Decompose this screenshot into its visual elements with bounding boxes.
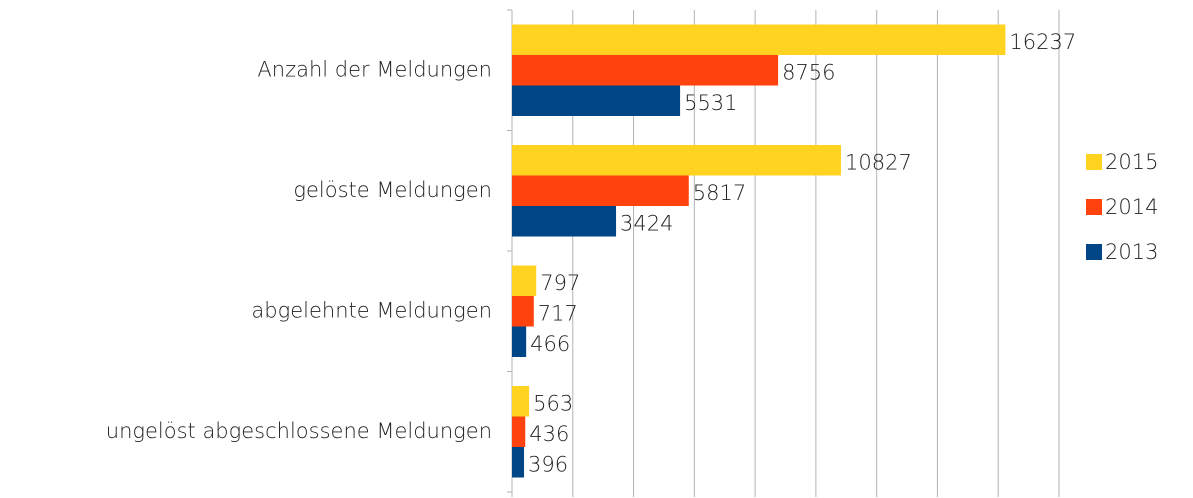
value-label: 563 (533, 391, 573, 415)
legend-swatch (1086, 199, 1102, 215)
bar (512, 326, 527, 357)
bar (512, 265, 537, 296)
legend-label: 2014 (1105, 195, 1158, 219)
bar (512, 55, 779, 86)
value-label: 436 (529, 422, 569, 446)
bar (512, 85, 681, 116)
category-label: gelöste Meldungen (293, 178, 492, 202)
category-label: abgelehnte Meldungen (251, 298, 492, 322)
legend-label: 2013 (1105, 240, 1158, 264)
bar (512, 386, 530, 417)
bar (512, 296, 534, 327)
bar (512, 416, 526, 447)
legend-label: 2015 (1105, 150, 1158, 174)
value-label: 10827 (845, 150, 912, 174)
bar (512, 206, 617, 237)
value-label: 8756 (782, 60, 835, 84)
value-label: 466 (530, 332, 570, 356)
value-label: 717 (538, 301, 578, 325)
bar (512, 175, 689, 206)
value-label: 797 (540, 271, 580, 295)
value-label: 5817 (693, 181, 746, 205)
value-label: 396 (528, 452, 568, 476)
category-label: Anzahl der Meldungen (257, 57, 492, 81)
value-label: 3424 (620, 211, 673, 235)
bar (512, 447, 525, 478)
value-label: 5531 (684, 91, 737, 115)
bar (512, 145, 842, 176)
category-label: ungelöst abgeschlossene Meldungen (106, 419, 492, 443)
value-label: 16237 (1009, 30, 1076, 54)
legend-swatch (1086, 244, 1102, 260)
bar (512, 24, 1006, 55)
legend-swatch (1086, 154, 1102, 170)
